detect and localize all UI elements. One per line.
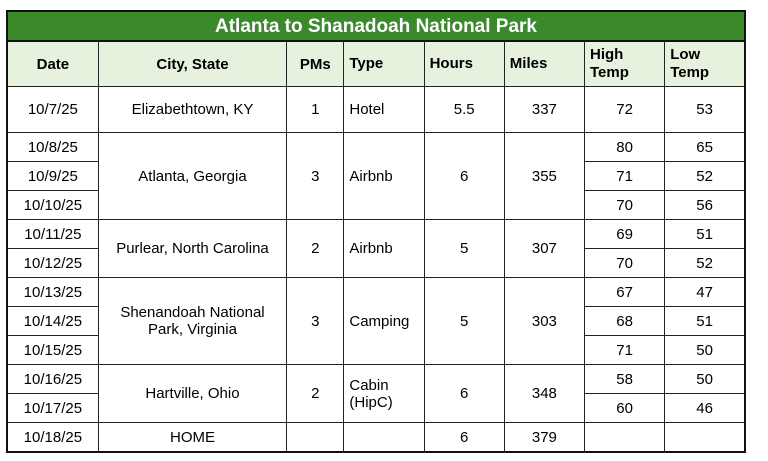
- itinerary-sheet: Atlanta to Shanadoah National Park Date …: [6, 10, 746, 453]
- low-temp-cell: 65: [664, 132, 746, 162]
- low-temp-cell: 50: [664, 364, 746, 394]
- low-temp-cell: 56: [664, 190, 746, 220]
- type-cell: Airbnb: [343, 132, 425, 220]
- date-cell: 10/16/25: [6, 364, 99, 394]
- pms-cell: 3: [286, 277, 345, 365]
- city-cell: HOME: [97, 422, 288, 453]
- low-temp-cell: 51: [664, 219, 746, 249]
- header-date: Date: [6, 40, 99, 87]
- date-cell: 10/15/25: [6, 335, 99, 365]
- type-line-1: Cabin: [349, 376, 389, 394]
- type-cell: Airbnb: [343, 219, 425, 278]
- table-row: 10/16/25 Hartville, Ohio 2 Cabin (HipC) 6…: [6, 364, 746, 423]
- table-row: 10/14/25 68 51: [6, 306, 746, 336]
- high-temp-cell: 70: [583, 190, 666, 220]
- date-cell: 10/9/25: [6, 161, 99, 191]
- date-cell: 10/10/25: [6, 190, 99, 220]
- table-row: 10/9/25 71 52: [6, 161, 746, 191]
- header-low-line1: Low: [670, 46, 701, 63]
- header-hours: Hours: [423, 40, 505, 87]
- date-cell: 10/18/25: [6, 422, 99, 453]
- city-line-2: Park, Virginia: [148, 321, 237, 338]
- header-low-temp: Low Temp: [664, 40, 746, 87]
- table-title: Atlanta to Shanadoah National Park: [6, 10, 746, 40]
- date-cell: 10/17/25: [6, 393, 99, 423]
- low-temp-cell: [664, 422, 746, 453]
- header-high-line1: High: [589, 46, 624, 63]
- city-cell: Purlear, North Carolina: [97, 219, 288, 278]
- city-cell: Shenandoah National Park, Virginia: [97, 277, 288, 365]
- date-cell: 10/8/25: [6, 132, 99, 162]
- miles-cell: 379: [503, 422, 585, 453]
- high-temp-cell: 68: [583, 306, 666, 336]
- high-temp-cell: 80: [583, 132, 666, 162]
- low-temp-cell: 50: [664, 335, 746, 365]
- low-temp-cell: 46: [664, 393, 746, 423]
- type-cell: Hotel: [343, 86, 425, 133]
- table-row: 10/12/25 70 52: [6, 248, 746, 278]
- city-line-1: Shenandoah National: [120, 304, 265, 321]
- city-cell: Elizabethtown, KY: [97, 86, 288, 133]
- header-pms: PMs: [286, 40, 345, 87]
- table-row: 10/13/25 Shenandoah National Park, Virgin…: [6, 277, 746, 365]
- table-row: 10/15/25 71 50: [6, 335, 746, 365]
- pms-cell: 2: [286, 219, 345, 278]
- type-cell: Cabin (HipC): [343, 364, 425, 423]
- pms-cell: 2: [286, 364, 345, 423]
- pms-cell: 3: [286, 132, 345, 220]
- low-temp-cell: 52: [664, 248, 746, 278]
- pms-cell: 1: [286, 86, 345, 133]
- table-row: 10/18/25 HOME 6 379: [6, 422, 746, 453]
- type-cell: [343, 422, 425, 453]
- date-cell: 10/7/25: [6, 86, 99, 133]
- city-cell: Atlanta, Georgia: [97, 132, 288, 220]
- hours-cell: 5.5: [423, 86, 505, 133]
- table-row: 10/10/25 70 56: [6, 190, 746, 220]
- pms-cell: [286, 422, 345, 453]
- table-row: 10/7/25 Elizabethtown, KY 1 Hotel 5.5 33…: [6, 86, 746, 133]
- hours-cell: 5: [423, 277, 505, 365]
- miles-cell: 348: [503, 364, 585, 423]
- city-cell: Hartville, Ohio: [97, 364, 288, 423]
- miles-cell: 337: [503, 86, 585, 133]
- type-line-2: (HipC): [349, 393, 393, 411]
- hours-cell: 5: [423, 219, 505, 278]
- high-temp-cell: 60: [583, 393, 666, 423]
- high-temp-cell: 71: [583, 161, 666, 191]
- date-cell: 10/12/25: [6, 248, 99, 278]
- high-temp-cell: 69: [583, 219, 666, 249]
- header-high-line2: Temp: [589, 64, 629, 81]
- low-temp-cell: 52: [664, 161, 746, 191]
- high-temp-cell: 70: [583, 248, 666, 278]
- header-miles: Miles: [503, 40, 585, 87]
- high-temp-cell: 72: [583, 86, 666, 133]
- header-type: Type: [343, 40, 425, 87]
- date-cell: 10/13/25: [6, 277, 99, 307]
- header-row: Date City, State PMs Type Hours Miles Hi…: [6, 40, 746, 87]
- low-temp-cell: 53: [664, 86, 746, 133]
- high-temp-cell: 71: [583, 335, 666, 365]
- miles-cell: 307: [503, 219, 585, 278]
- header-city: City, State: [97, 40, 288, 87]
- itinerary-table: Date City, State PMs Type Hours Miles Hi…: [6, 40, 746, 453]
- miles-cell: 303: [503, 277, 585, 365]
- header-high-temp: High Temp: [583, 40, 666, 87]
- header-low-line2: Temp: [670, 64, 710, 81]
- high-temp-cell: [583, 422, 666, 453]
- high-temp-cell: 58: [583, 364, 666, 394]
- miles-cell: 355: [503, 132, 585, 220]
- low-temp-cell: 47: [664, 277, 746, 307]
- date-cell: 10/14/25: [6, 306, 99, 336]
- table-row: 10/11/25 Purlear, North Carolina 2 Airbn…: [6, 219, 746, 278]
- hours-cell: 6: [423, 364, 505, 423]
- date-cell: 10/11/25: [6, 219, 99, 249]
- hours-cell: 6: [423, 422, 505, 453]
- hours-cell: 6: [423, 132, 505, 220]
- high-temp-cell: 67: [583, 277, 666, 307]
- table-row: 10/17/25 60 46: [6, 393, 746, 423]
- low-temp-cell: 51: [664, 306, 746, 336]
- table-row: 10/8/25 Atlanta, Georgia 3 Airbnb 6 355 …: [6, 132, 746, 220]
- type-cell: Camping: [343, 277, 425, 365]
